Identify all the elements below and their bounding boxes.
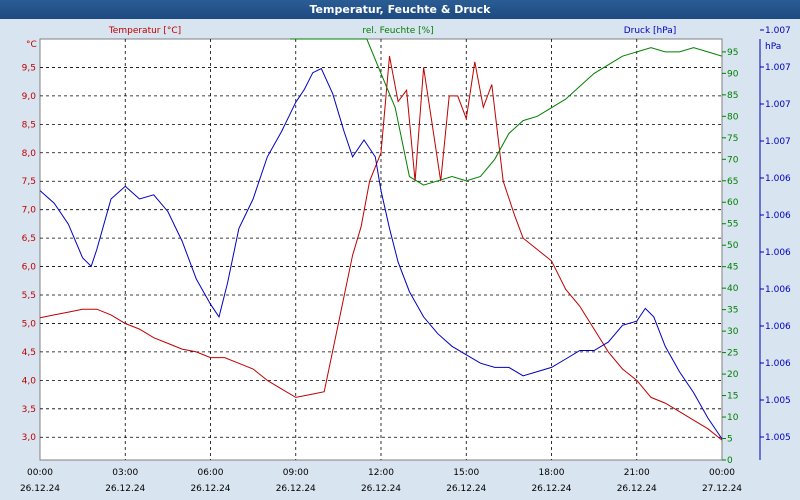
x-tick-date-label: 26.12.24: [276, 484, 316, 494]
humidity-tick-label: 75: [727, 134, 738, 144]
pressure-tick-label: 1.007: [765, 100, 791, 110]
pressure-tick-label: 1.006: [765, 322, 791, 332]
temperature-unit: °C: [26, 40, 37, 50]
temperature-tick-label: 3,0: [22, 433, 37, 443]
temperature-tick-label: 8,0: [22, 149, 37, 159]
x-tick-time-label: 15:00: [453, 468, 479, 478]
temperature-tick-label: 7,0: [22, 206, 37, 216]
humidity-tick-label: 60: [727, 198, 739, 208]
humidity-tick-label: 90: [727, 69, 739, 79]
pressure-tick-label: 1.005: [765, 433, 791, 443]
temperature-tick-label: 6,0: [22, 263, 37, 273]
x-tick-time-label: 03:00: [112, 468, 138, 478]
temperature-tick-label: 4,5: [22, 348, 36, 358]
x-tick-date-label: 26.12.24: [20, 484, 60, 494]
x-tick-date-label: 26.12.24: [190, 484, 230, 494]
temperature-tick-label: 8,5: [22, 120, 36, 130]
x-tick-date-label: 27.12.24: [702, 484, 742, 494]
humidity-tick-label: 80: [727, 112, 739, 122]
humidity-tick-label: 10: [727, 413, 739, 423]
temperature-tick-label: 9,5: [22, 63, 36, 73]
temperature-tick-label: 7,5: [22, 177, 36, 187]
x-tick-time-label: 12:00: [368, 468, 394, 478]
humidity-tick-label: 40: [727, 284, 739, 294]
pressure-tick-label: 1.007: [765, 137, 791, 147]
pressure-unit: hPa: [765, 42, 781, 52]
x-tick-time-label: 00:00: [27, 468, 53, 478]
humidity-tick-label: 5: [727, 435, 733, 445]
axes-layer: 3,0 3,5 4,0 4,5 5,0 5,5 6,0 6,5 7,0 7,5 8,0 8,5 9,0 9…: [20, 26, 791, 494]
humidity-axis-label: rel. Feuchte [%]: [362, 26, 433, 36]
humidity-tick-label: 30: [727, 327, 739, 337]
series-layer: [40, 38, 722, 441]
humidity-tick-label: 45: [727, 263, 738, 273]
x-tick-date-label: 26.12.24: [105, 484, 145, 494]
pressure-tick-label: 1.006: [765, 211, 791, 221]
temperature-tick-label: 6,5: [22, 234, 36, 244]
humidity-tick-label: 35: [727, 306, 738, 316]
humidity-series: [290, 38, 722, 186]
temperature-tick-label: 3,5: [22, 405, 36, 415]
humidity-tick-label: 65: [727, 177, 738, 187]
x-tick-time-label: 09:00: [283, 468, 309, 478]
humidity-tick-label: 25: [727, 349, 738, 359]
x-tick-time-label: 00:00: [709, 468, 735, 478]
pressure-tick-label: 1.006: [765, 248, 791, 258]
x-tick-time-label: 18:00: [539, 468, 565, 478]
pressure-axis-label: Druck [hPa]: [624, 26, 677, 36]
temperature-tick-label: 5,5: [22, 291, 36, 301]
pressure-tick-label: 1.005: [765, 396, 791, 406]
temperature-tick-label: 4,0: [22, 376, 37, 386]
humidity-tick-label: 55: [727, 220, 738, 230]
humidity-tick-label: 70: [727, 155, 739, 165]
x-tick-date-label: 26.12.24: [617, 484, 657, 494]
x-tick-date-label: 26.12.24: [361, 484, 401, 494]
grid-lines: [40, 39, 722, 460]
pressure-tick-label: 1.007: [765, 63, 791, 73]
humidity-tick-label: 95: [727, 48, 738, 58]
temperature-axis-label: Temperatur [°C]: [108, 26, 181, 36]
pressure-tick-label: 1.006: [765, 359, 791, 369]
x-tick-date-label: 26.12.24: [531, 484, 571, 494]
humidity-tick-label: 85: [727, 91, 738, 101]
temperature-tick-label: 9,0: [22, 92, 37, 102]
pressure-tick-label: 1.007: [765, 26, 791, 36]
pressure-tick-label: 1.006: [765, 285, 791, 295]
temperature-tick-label: 5,0: [22, 319, 37, 329]
chart-title: Temperatur, Feuchte & Druck: [0, 0, 800, 19]
temperature-series: [40, 56, 722, 441]
x-tick-time-label: 21:00: [624, 468, 650, 478]
humidity-tick-label: 50: [727, 241, 739, 251]
humidity-tick-label: 0: [727, 456, 733, 466]
humidity-tick-label: 20: [727, 370, 739, 380]
pressure-tick-label: 1.006: [765, 174, 791, 184]
x-tick-time-label: 06:00: [198, 468, 224, 478]
x-tick-date-label: 26.12.24: [446, 484, 486, 494]
humidity-tick-label: 15: [727, 392, 738, 402]
chart-svg: 3,0 3,5 4,0 4,5 5,0 5,5 6,0 6,5 7,0 7,5 8,0 8,5 9,0 9…: [20, 26, 791, 494]
pressure-series: [40, 67, 722, 440]
